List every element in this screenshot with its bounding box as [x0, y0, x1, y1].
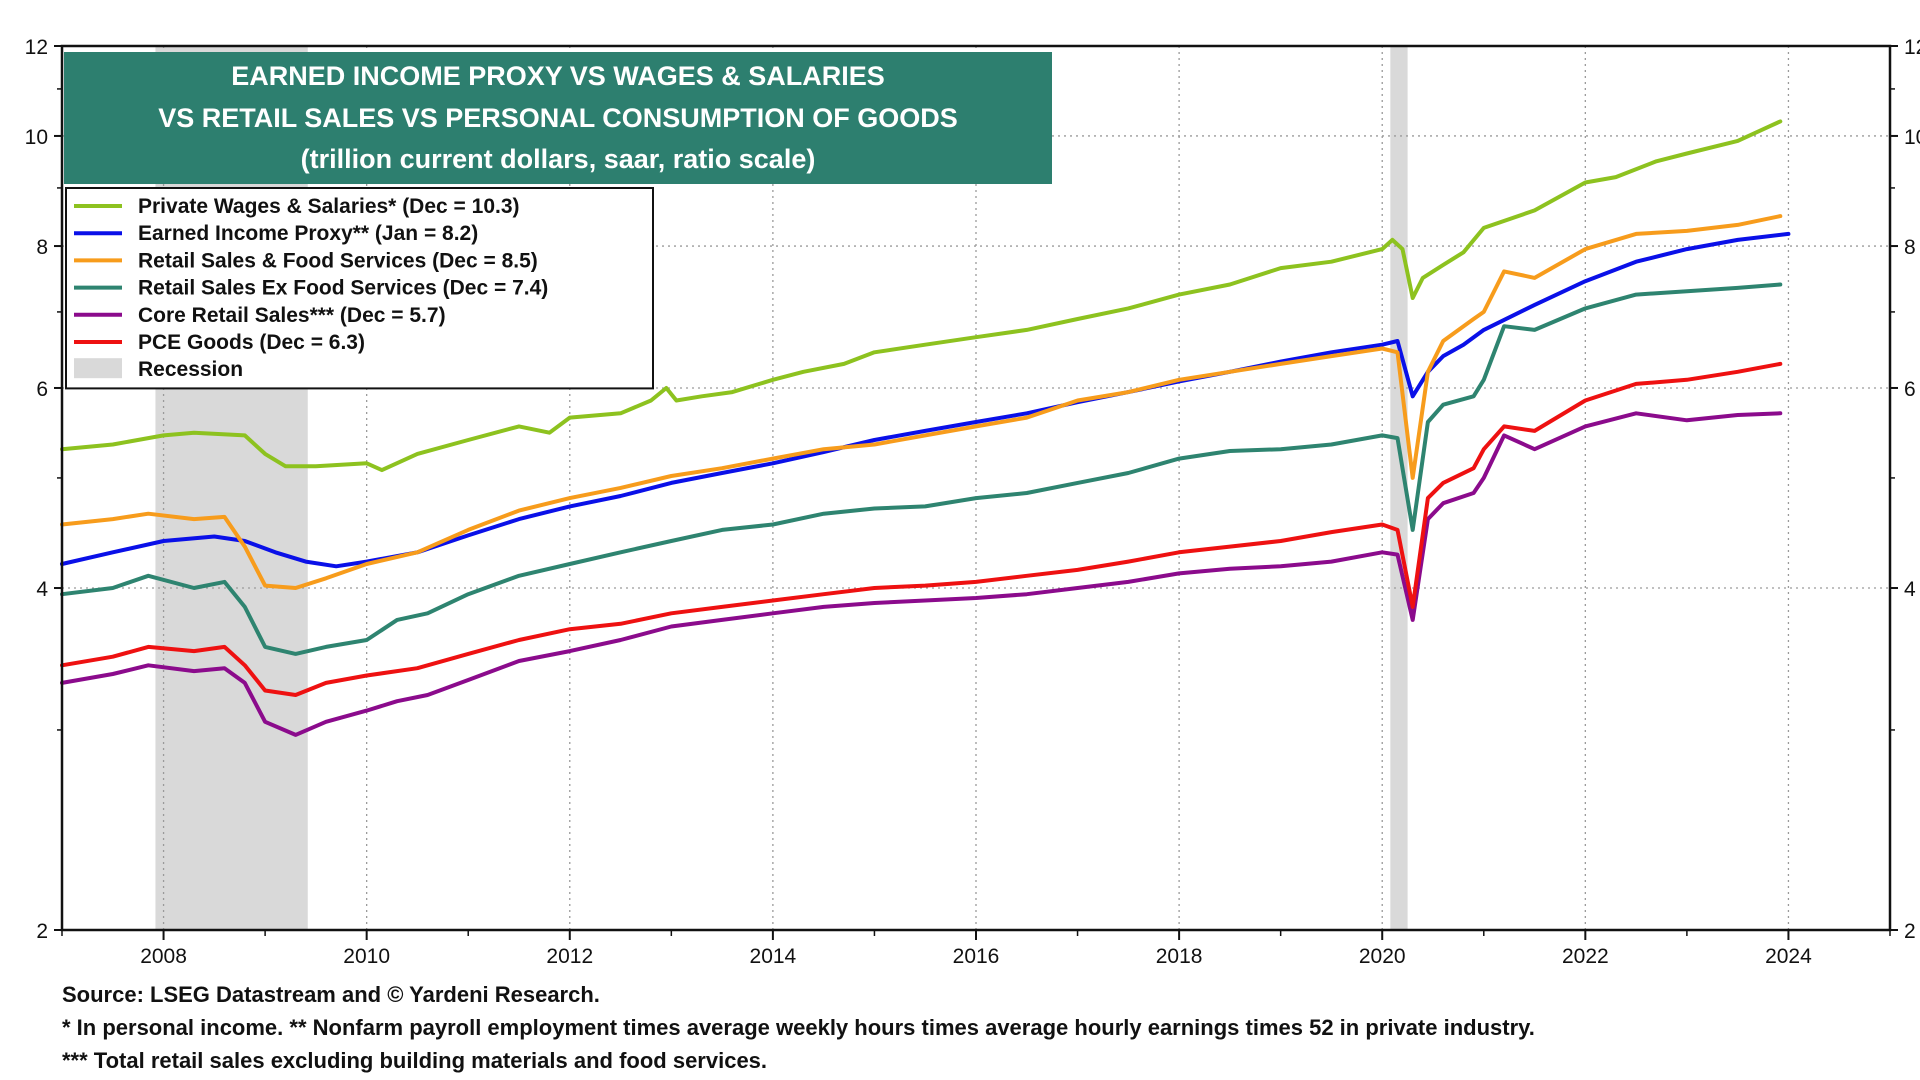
series-line-1 — [60, 231, 1791, 569]
x-tick-label-2024: 2024 — [1765, 945, 1812, 968]
x-tick-label-2016: 2016 — [953, 945, 1000, 968]
y-tick-label-right-6: 6 — [1904, 378, 1916, 401]
series-line-5 — [60, 361, 1783, 697]
legend-label-5: PCE Goods (Dec = 6.3) — [138, 331, 365, 354]
recession-band-1 — [1390, 46, 1408, 930]
legend-label-2: Retail Sales & Food Services (Dec = 8.5) — [138, 249, 538, 272]
source-note: Source: LSEG Datastream and © Yardeni Re… — [62, 982, 600, 1007]
legend-box — [65, 187, 654, 390]
series-line-0 — [60, 119, 1783, 473]
y-tick-label-left-10: 10 — [25, 126, 48, 149]
footnote-2: *** Total retail sales excluding buildin… — [62, 1048, 768, 1073]
legend-label-4: Core Retail Sales*** (Dec = 5.7) — [138, 304, 446, 327]
series-line-4 — [60, 411, 1783, 737]
y-tick-label-left-8: 8 — [36, 236, 48, 259]
y-tick-label-right-8: 8 — [1904, 236, 1916, 259]
chart-subtitle: (trillion current dollars, saar, ratio s… — [301, 144, 816, 174]
x-tick-label-2012: 2012 — [546, 945, 593, 968]
footnotes: Source: LSEG Datastream and © Yardeni Re… — [62, 978, 1902, 1077]
x-tick-label-2020: 2020 — [1359, 945, 1406, 968]
legend-label-recession: Recession — [138, 358, 243, 381]
legend-label-3: Retail Sales Ex Food Services (Dec = 7.4… — [138, 277, 548, 300]
y-tick-label-right-12: 12 — [1904, 36, 1920, 59]
legend-swatch-recession — [74, 358, 122, 379]
y-tick-label-right-10: 10 — [1904, 126, 1920, 149]
y-tick-label-left-2: 2 — [36, 920, 48, 943]
chart-title-line2: VS RETAIL SALES VS PERSONAL CONSUMPTION … — [158, 103, 958, 133]
legend-label-1: Earned Income Proxy** (Jan = 8.2) — [138, 222, 478, 245]
y-tick-label-right-2: 2 — [1904, 920, 1916, 943]
footnote-1: * In personal income. ** Nonfarm payroll… — [62, 1015, 1535, 1040]
series-line-3 — [60, 282, 1783, 656]
chart-title: EARNED INCOME PROXY VS WAGES & SALARIES — [231, 61, 885, 91]
x-tick-label-2014: 2014 — [750, 945, 797, 968]
y-tick-label-left-12: 12 — [25, 36, 48, 59]
x-tick-label-2018: 2018 — [1156, 945, 1203, 968]
y-tick-label-left-4: 4 — [36, 578, 48, 601]
series-line-2 — [60, 214, 1783, 590]
x-tick-label-2008: 2008 — [140, 945, 187, 968]
x-tick-label-2022: 2022 — [1562, 945, 1609, 968]
title-box — [64, 52, 1052, 184]
y-tick-label-right-4: 4 — [1904, 578, 1916, 601]
y-tick-label-left-6: 6 — [36, 378, 48, 401]
legend-label-0: Private Wages & Salaries* (Dec = 10.3) — [138, 195, 520, 218]
x-tick-label-2010: 2010 — [343, 945, 390, 968]
